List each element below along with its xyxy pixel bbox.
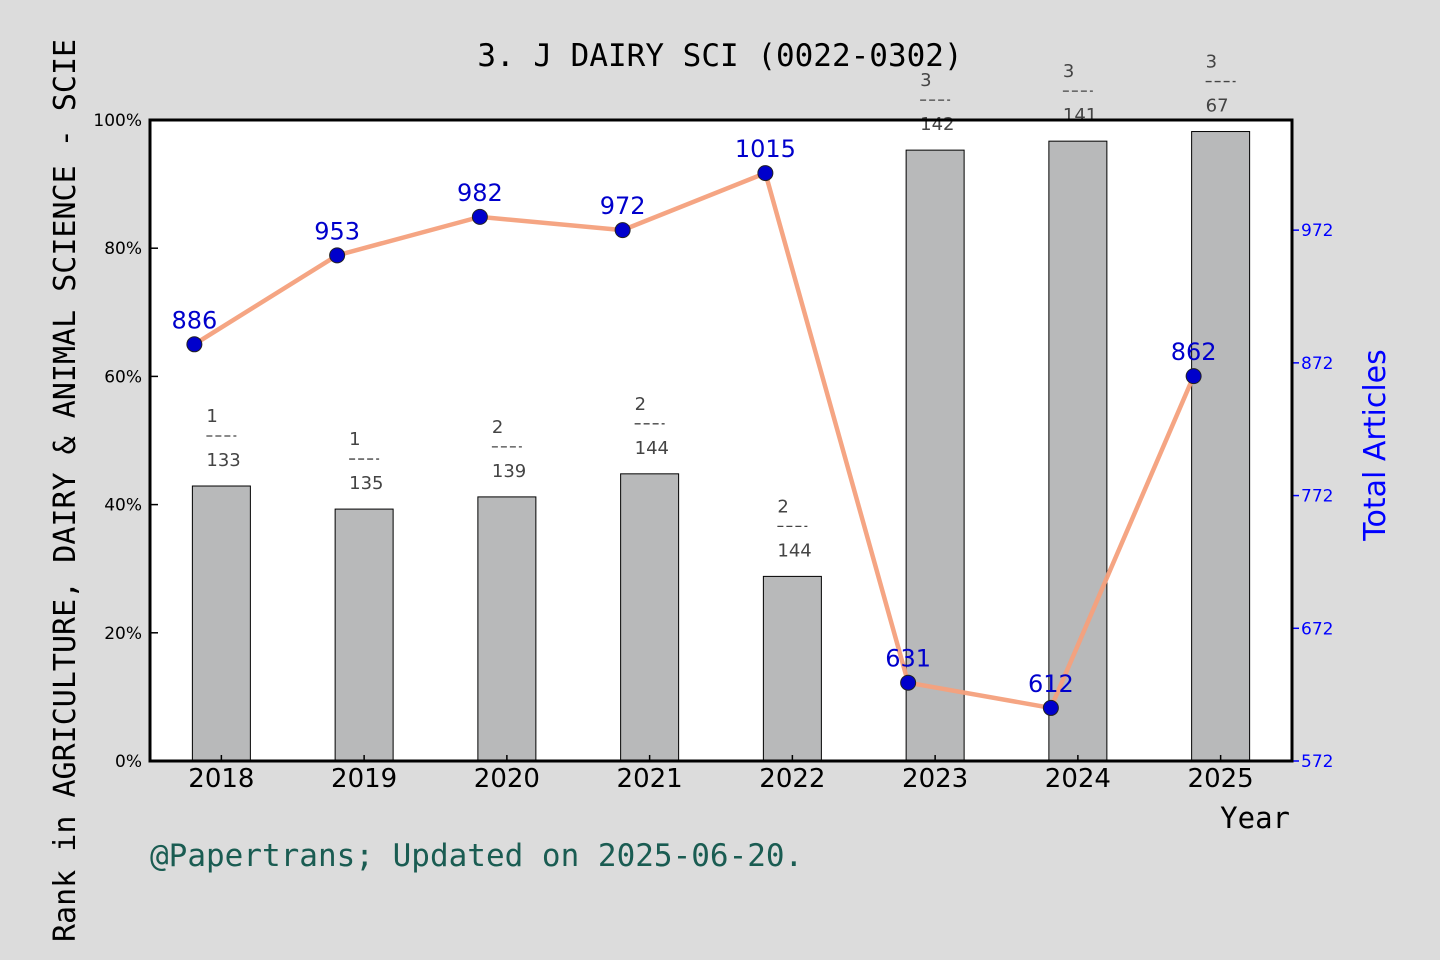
- x-axis-label: Year: [1220, 801, 1290, 835]
- y-tick-label: 80%: [104, 239, 142, 259]
- x-tick-label: 2020: [474, 764, 540, 794]
- y-tick-label: 40%: [104, 496, 142, 516]
- plot-area: [150, 120, 1292, 761]
- articles-marker: [757, 165, 774, 182]
- y-tick-label: 0%: [115, 752, 142, 772]
- bar-rank-label: 2: [635, 394, 646, 415]
- x-tick-label: 2021: [617, 764, 683, 794]
- articles-value-label: 862: [1171, 338, 1217, 366]
- bar-rank-label: 3: [1063, 61, 1074, 82]
- y-tick-label: 100%: [93, 111, 142, 131]
- articles-marker: [614, 222, 631, 239]
- bar-total-label: 144: [635, 438, 669, 459]
- articles-value-label: 1015: [735, 135, 796, 163]
- bar: [905, 149, 965, 762]
- bar-total-label: 135: [349, 473, 383, 494]
- articles-marker: [900, 674, 917, 691]
- articles-value-label: 982: [457, 179, 503, 207]
- bar-rank-label: 1: [349, 429, 360, 450]
- y-tick-label: 60%: [104, 367, 142, 387]
- bar-total-label: 133: [206, 450, 240, 471]
- line-layer: 886 953 982 972 1015 631 612 862: [171, 135, 1217, 716]
- ticks-layer: 0% 20% 40% 60% 80% 100% 572 672 772 872 972 2018 201…: [93, 111, 1333, 794]
- bar-rank-label: 3: [920, 70, 931, 91]
- y-tick-label: 20%: [104, 624, 142, 644]
- chart-title: 3. J DAIRY SCI (0022-0302): [477, 38, 962, 74]
- bar-total-label: 139: [492, 461, 526, 482]
- y2-tick-label: 972: [1301, 221, 1333, 241]
- bar: [1048, 140, 1108, 762]
- x-tick-label: 2019: [331, 764, 397, 794]
- articles-value-label: 953: [314, 217, 360, 245]
- bar: [1191, 131, 1251, 762]
- y-axis-label: Rank in AGRICULTURE, DAIRY & ANIMAL SCIE…: [48, 39, 83, 942]
- bar-total-label: 144: [777, 540, 811, 561]
- plot-frame: [148, 118, 1294, 763]
- x-tick-label: 2023: [902, 764, 968, 794]
- bar-total-label: 141: [1063, 105, 1097, 126]
- y2-tick-label: 772: [1301, 487, 1333, 507]
- y2-tick-label: 672: [1301, 619, 1333, 639]
- bar-total-label: 142: [920, 114, 954, 135]
- x-tick-label: 2018: [188, 764, 254, 794]
- footer-note: @Papertrans; Updated on 2025-06-20.: [150, 838, 803, 874]
- y2-tick-label: 872: [1301, 354, 1333, 374]
- articles-marker: [186, 336, 203, 353]
- articles-marker: [1185, 368, 1202, 385]
- articles-value-label: 631: [885, 645, 931, 673]
- bar-total-label: 67: [1206, 96, 1229, 117]
- bar-rank-label: 3: [1206, 52, 1217, 73]
- x-tick-label: 2025: [1188, 764, 1254, 794]
- y2-axis-label: Total Articles: [1358, 349, 1393, 541]
- bar: [477, 496, 537, 762]
- bar-rank-label: 2: [777, 496, 788, 517]
- articles-value-label: 886: [171, 306, 217, 334]
- x-tick-label: 2024: [1045, 764, 1111, 794]
- articles-marker: [329, 247, 346, 264]
- articles-marker: [1042, 699, 1059, 716]
- bar: [620, 473, 680, 762]
- y2-tick-label: 572: [1301, 752, 1333, 772]
- articles-marker: [471, 208, 488, 225]
- bars-layer: 1 133 1 135 2 139 2 144 2 144 3 142 3 141 3 67: [191, 52, 1251, 762]
- bar: [191, 485, 251, 762]
- articles-value-label: 972: [600, 192, 646, 220]
- bar-rank-label: 2: [492, 417, 503, 438]
- bar-rank-label: 1: [206, 406, 217, 427]
- articles-value-label: 612: [1028, 670, 1074, 698]
- x-tick-label: 2022: [759, 764, 825, 794]
- articles-line: [193, 170, 1196, 711]
- bar: [334, 508, 394, 762]
- bar: [762, 575, 822, 762]
